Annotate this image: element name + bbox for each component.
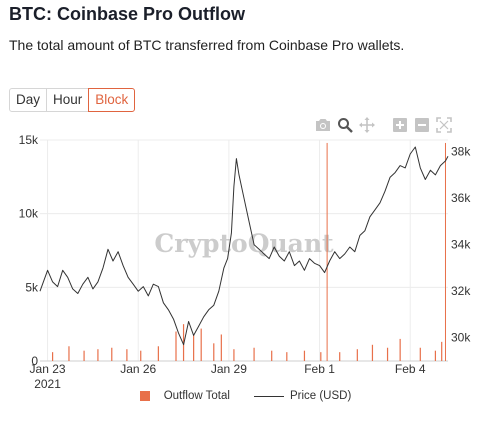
x-tick-label: Feb 4 bbox=[395, 362, 426, 376]
chart-title: BTC: Coinbase Pro Outflow bbox=[9, 4, 245, 24]
outflow-bar bbox=[51, 352, 54, 361]
outflow-swatch bbox=[139, 391, 150, 401]
outflow-bar bbox=[356, 349, 358, 361]
y-right-tick-label: 38k bbox=[451, 145, 471, 159]
outflow-bar bbox=[83, 350, 85, 361]
outflow-bar bbox=[271, 350, 273, 361]
outflow-bar bbox=[441, 341, 443, 361]
legend-item-price[interactable]: Price (USD) bbox=[253, 390, 352, 402]
outflow-bar bbox=[200, 328, 202, 361]
zoom-out-icon[interactable] bbox=[414, 117, 430, 133]
outflow-bar bbox=[193, 334, 195, 361]
outflow-bar bbox=[399, 338, 401, 361]
outflow-bar bbox=[233, 349, 235, 361]
y-right-tick-label: 32k bbox=[451, 284, 471, 298]
outflow-bar bbox=[140, 350, 142, 361]
watermark: CryptoQuant bbox=[154, 229, 334, 258]
y-left-tick-label: 0 bbox=[31, 354, 38, 368]
legend: Outflow Total Price (USD) bbox=[0, 390, 491, 402]
range-block-button[interactable]: Block bbox=[88, 88, 136, 112]
pan-icon[interactable] bbox=[359, 117, 375, 133]
price-line bbox=[39, 146, 449, 346]
y-left-tick-label: 15k bbox=[19, 133, 39, 147]
y-left-tick-label: 10k bbox=[19, 207, 39, 221]
outflow-bar bbox=[320, 352, 322, 361]
autoscale-icon[interactable] bbox=[436, 117, 452, 133]
outflow-bar bbox=[371, 344, 374, 361]
y-right-tick-label: 34k bbox=[451, 238, 471, 252]
y-left-tick-label: 5k bbox=[25, 280, 39, 294]
x-tick-label: Jan 26 bbox=[120, 362, 156, 376]
outflow-bar bbox=[97, 349, 99, 361]
outflow-bar bbox=[253, 347, 255, 361]
legend-label-outflow: Outflow Total bbox=[163, 390, 230, 402]
modebar bbox=[312, 116, 455, 134]
outflow-bar bbox=[220, 334, 222, 361]
outflow-bar bbox=[386, 347, 389, 361]
zoom-in-icon[interactable] bbox=[392, 117, 408, 133]
y-right-tick-label: 36k bbox=[451, 191, 471, 205]
outflow-bar bbox=[68, 346, 70, 361]
chart-subtitle: The total amount of BTC transferred from… bbox=[9, 37, 405, 53]
x-tick-label: Jan 29 bbox=[211, 362, 247, 376]
outflow-bar bbox=[434, 350, 437, 361]
outflow-bar bbox=[303, 350, 306, 361]
outflow-bar bbox=[126, 349, 128, 361]
outflow-bar bbox=[175, 331, 177, 361]
resolution-selector: Day Hour Block bbox=[9, 88, 136, 112]
outflow-bar bbox=[339, 352, 341, 361]
outflow-bar bbox=[111, 347, 113, 361]
outflow-bar bbox=[213, 343, 215, 361]
legend-item-outflow[interactable]: Outflow Total bbox=[139, 390, 230, 402]
x-tick-label: Jan 23 bbox=[30, 362, 66, 376]
legend-label-price: Price (USD) bbox=[289, 390, 352, 402]
outflow-bar bbox=[157, 346, 159, 361]
outflow-bar bbox=[326, 142, 328, 361]
outflow-bar bbox=[444, 142, 446, 361]
price-swatch bbox=[253, 395, 284, 397]
outflow-bar bbox=[419, 347, 421, 361]
x-tick-label: Feb 1 bbox=[304, 362, 335, 376]
range-day-button[interactable]: Day bbox=[9, 88, 48, 112]
camera-icon[interactable] bbox=[315, 117, 331, 133]
outflow-bar bbox=[286, 352, 288, 361]
y-right-tick-label: 30k bbox=[451, 331, 471, 345]
x-tick-year: 2021 bbox=[34, 377, 61, 391]
zoom-icon[interactable] bbox=[337, 117, 353, 133]
